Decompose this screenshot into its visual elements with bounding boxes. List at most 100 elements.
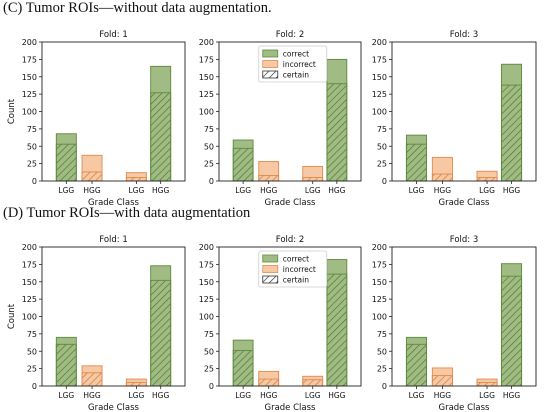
legend-swatch [262, 70, 279, 79]
y-tick-label: 50 [377, 142, 387, 151]
x-tick-label: LGG [479, 186, 495, 195]
y-tick-label: 75 [27, 125, 37, 134]
x-tick-label: HGG [503, 186, 520, 195]
x-tick-label: LGG [58, 391, 74, 400]
y-tick-label: 175 [372, 55, 387, 64]
x-tick-label: LGG [409, 391, 425, 400]
y-tick-label: 150 [372, 278, 387, 287]
x-tick-label: LGG [235, 391, 251, 400]
legend-label: incorrect [283, 265, 316, 274]
certain-bar [431, 173, 453, 182]
certain-bar [405, 343, 428, 387]
y-tick-label: 75 [27, 330, 37, 339]
legend-label: certain [283, 71, 309, 80]
y-tick-label: 150 [199, 278, 214, 287]
chart-title: Fold: 1 [99, 235, 128, 245]
y-tick-label: 100 [199, 108, 214, 117]
x-axis-label: Grade Class [265, 198, 317, 208]
y-tick-label: 150 [372, 73, 387, 82]
certain-bar [476, 382, 498, 387]
legend-label: correct [283, 255, 309, 264]
y-tick-label: 200 [22, 38, 37, 47]
certain-bar [55, 343, 77, 387]
y-tick-label: 175 [22, 260, 37, 269]
chart-title: Fold: 3 [450, 30, 479, 40]
legend-label: incorrect [283, 60, 316, 69]
plot-frame [391, 41, 537, 182]
chart-fold-3-c: Fold: 3 0 25 50 75 100 125 150 175 200 LGG HGG LGG HG… [372, 30, 537, 208]
legend-swatch [262, 254, 279, 263]
x-axis-label: Grade Class [439, 198, 491, 208]
certain-bar [405, 143, 428, 182]
certain-bar [258, 378, 280, 387]
certain-bar [302, 177, 324, 182]
y-tick-label: 200 [22, 243, 37, 252]
certain-bar [232, 147, 254, 182]
y-tick-label: 75 [377, 330, 387, 339]
x-tick-label: LGG [305, 186, 321, 195]
chart-fold-3-d: Fold: 3 0 25 50 75 100 125 150 175 200 LGG HGG LGG HG… [372, 235, 537, 412]
y-tick-label: 125 [199, 90, 214, 99]
y-tick-label: 175 [22, 55, 37, 64]
y-tick-label: 50 [204, 347, 214, 356]
plot-frame [218, 246, 362, 387]
y-tick-label: 75 [204, 330, 214, 339]
legend-swatch [262, 49, 279, 58]
x-tick-label: HGG [260, 186, 277, 195]
y-tick-label: 150 [199, 73, 214, 82]
y-tick-label: 125 [199, 295, 214, 304]
legend-label: correct [283, 50, 309, 59]
certain-bar [476, 177, 498, 182]
plot-frame [391, 246, 537, 387]
y-tick-label: 0 [382, 177, 387, 186]
x-tick-label: HGG [434, 391, 451, 400]
y-tick-label: 0 [382, 382, 387, 391]
x-tick-label: HGG [503, 391, 520, 400]
x-axis-label: Grade Class [439, 403, 491, 412]
y-tick-label: 125 [372, 295, 387, 304]
legend-swatch [262, 265, 279, 273]
y-tick-label: 175 [199, 55, 214, 64]
y-tick-label: 125 [22, 90, 37, 99]
y-tick-label: 50 [204, 142, 214, 151]
x-axis-label: Grade Class [88, 198, 140, 208]
x-tick-label: HGG [434, 186, 451, 195]
certain-bar [125, 382, 147, 387]
x-tick-label: LGG [128, 391, 144, 400]
certain-bar [431, 375, 453, 387]
y-tick-label: 50 [27, 142, 37, 151]
y-tick-label: 125 [372, 90, 387, 99]
y-tick-label: 100 [22, 108, 37, 117]
panel-c-title: (C) Tumor ROIs—without data augmentation… [3, 0, 272, 16]
x-tick-label: LGG [305, 391, 321, 400]
certain-bar [55, 143, 77, 182]
y-tick-label: 100 [199, 313, 214, 322]
x-tick-label: HGG [328, 186, 345, 195]
y-tick-label: 0 [209, 382, 214, 391]
x-tick-label: LGG [479, 391, 495, 400]
chart-title: Fold: 3 [450, 235, 479, 245]
legend-swatch [262, 60, 279, 68]
y-tick-label: 0 [209, 177, 214, 186]
x-tick-label: HGG [83, 186, 100, 195]
x-tick-label: HGG [152, 391, 169, 400]
x-tick-label: LGG [128, 186, 144, 195]
y-tick-label: 175 [372, 260, 387, 269]
y-tick-label: 100 [22, 313, 37, 322]
y-tick-label: 200 [199, 243, 214, 252]
y-tick-label: 25 [204, 365, 214, 374]
certain-bar [150, 92, 172, 182]
y-tick-label: 25 [204, 160, 214, 169]
x-axis-label: Grade Class [88, 403, 140, 412]
y-tick-label: 100 [372, 313, 387, 322]
chart-fold-2-c: Fold: 2 0 25 50 75 100 125 150 175 200 LGG HGG LGG HG… [199, 30, 362, 208]
y-tick-label: 200 [199, 38, 214, 47]
x-tick-label: HGG [260, 391, 277, 400]
y-tick-label: 25 [377, 365, 387, 374]
y-tick-label: 125 [22, 295, 37, 304]
certain-bar [258, 174, 280, 182]
y-tick-label: 50 [377, 347, 387, 356]
y-tick-label: 175 [199, 260, 214, 269]
x-tick-label: HGG [152, 186, 169, 195]
